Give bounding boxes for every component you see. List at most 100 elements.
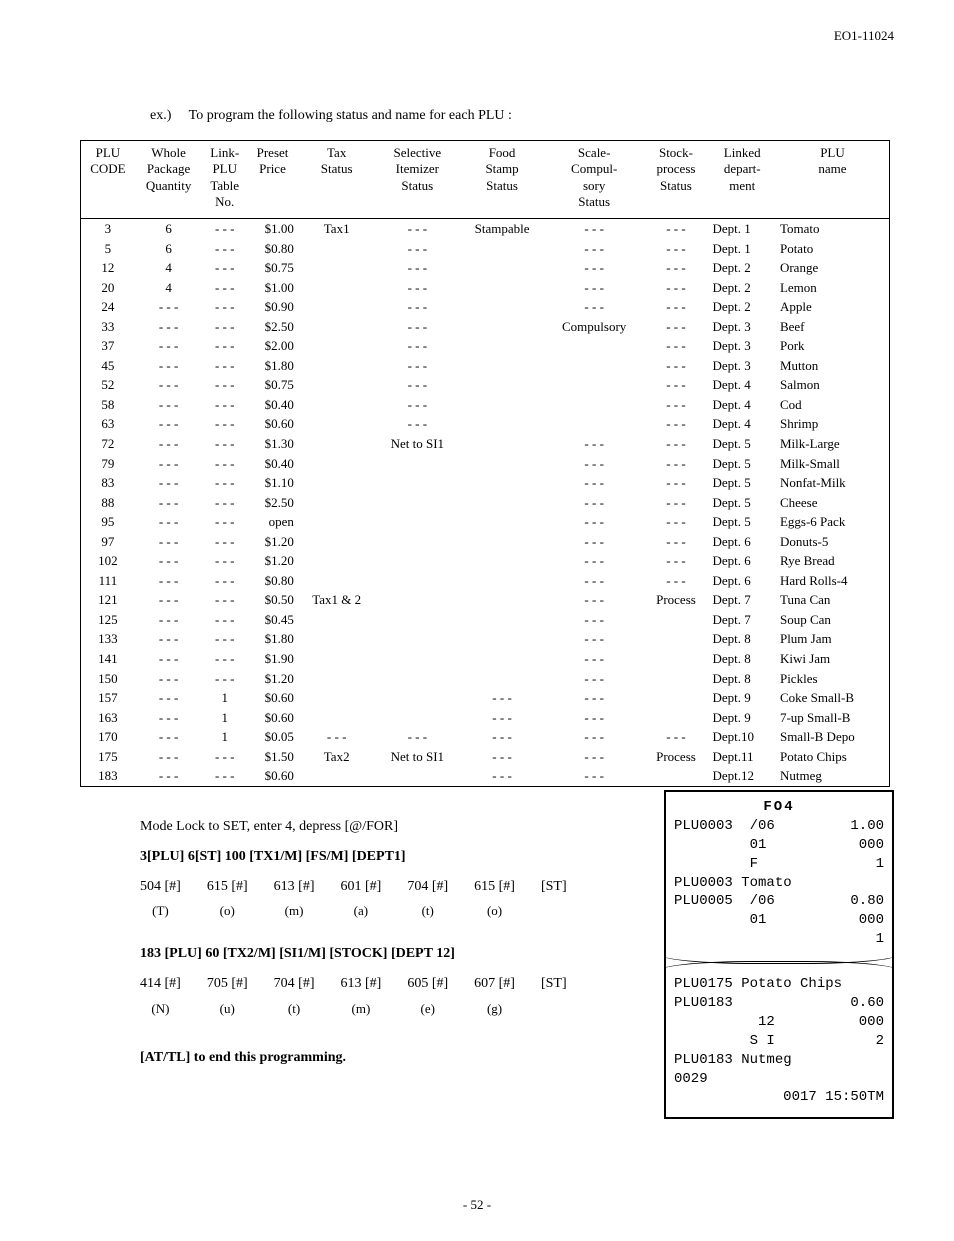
cell-link: - - - bbox=[202, 512, 247, 532]
cell-name: Milk-Small bbox=[776, 454, 890, 474]
cell-si: - - - bbox=[375, 297, 459, 317]
cell-dept: Dept. 2 bbox=[708, 297, 776, 317]
cell-tax bbox=[298, 512, 376, 532]
cell-stock bbox=[643, 688, 708, 708]
key-entry: 504 [#](T) bbox=[140, 875, 181, 923]
cell-price: $0.90 bbox=[247, 297, 298, 317]
cell-name: Mutton bbox=[776, 356, 890, 376]
cell-wpq: 4 bbox=[135, 278, 202, 298]
receipt-line: 0017 15:50TM bbox=[674, 1088, 884, 1107]
cell-stock: - - - bbox=[643, 356, 708, 376]
cell-dept: Dept. 2 bbox=[708, 258, 776, 278]
cell-si: Net to SI1 bbox=[375, 747, 459, 767]
cell-fs bbox=[459, 434, 545, 454]
instruction-line-4: [AT/TL] to end this programming. bbox=[140, 1046, 640, 1070]
cell-price: $0.60 bbox=[247, 708, 298, 728]
cell-stock: Process bbox=[643, 747, 708, 767]
cell-tax bbox=[298, 434, 376, 454]
table-row: 111- - -- - -$0.80- - -- - -Dept. 6Hard … bbox=[81, 571, 890, 591]
cell-link: 1 bbox=[202, 727, 247, 747]
cell-price: $0.75 bbox=[247, 258, 298, 278]
cell-link: - - - bbox=[202, 297, 247, 317]
cell-fs bbox=[459, 258, 545, 278]
cell-link: - - - bbox=[202, 336, 247, 356]
cell-tax bbox=[298, 414, 376, 434]
cell-si: - - - bbox=[375, 356, 459, 376]
cell-link: - - - bbox=[202, 629, 247, 649]
cell-link: - - - bbox=[202, 571, 247, 591]
instructions-block: Mode Lock to SET, enter 4, depress [@/FO… bbox=[140, 815, 640, 1076]
cell-stock: - - - bbox=[643, 512, 708, 532]
cell-name: Beef bbox=[776, 317, 890, 337]
column-header: WholePackageQuantity bbox=[135, 141, 202, 219]
cell-name: Orange bbox=[776, 258, 890, 278]
cell-link: - - - bbox=[202, 278, 247, 298]
cell-wpq: 4 bbox=[135, 258, 202, 278]
cell-wpq: - - - bbox=[135, 727, 202, 747]
cell-wpq: - - - bbox=[135, 336, 202, 356]
cell-code: 170 bbox=[81, 727, 135, 747]
cell-tax bbox=[298, 493, 376, 513]
cell-scale: - - - bbox=[545, 512, 644, 532]
cell-price: $0.60 bbox=[247, 414, 298, 434]
cell-name: Coke Small-B bbox=[776, 688, 890, 708]
cell-fs bbox=[459, 297, 545, 317]
cell-tax bbox=[298, 551, 376, 571]
cell-name: Eggs-6 Pack bbox=[776, 512, 890, 532]
cell-si bbox=[375, 669, 459, 689]
cell-link: - - - bbox=[202, 649, 247, 669]
cell-name: 7-up Small-B bbox=[776, 708, 890, 728]
cell-price: $2.50 bbox=[247, 317, 298, 337]
column-header: SelectiveItemizerStatus bbox=[375, 141, 459, 219]
cell-name: Lemon bbox=[776, 278, 890, 298]
cell-wpq: - - - bbox=[135, 375, 202, 395]
cell-tax bbox=[298, 297, 376, 317]
column-header: PLUCODE bbox=[81, 141, 135, 219]
cell-si bbox=[375, 766, 459, 786]
cell-price: $1.20 bbox=[247, 669, 298, 689]
cell-code: 58 bbox=[81, 395, 135, 415]
cell-price: $1.20 bbox=[247, 551, 298, 571]
cell-si bbox=[375, 454, 459, 474]
cell-wpq: - - - bbox=[135, 708, 202, 728]
key-entry: 705 [#](u) bbox=[207, 972, 248, 1020]
cell-dept: Dept. 5 bbox=[708, 454, 776, 474]
cell-tax bbox=[298, 239, 376, 259]
cell-dept: Dept.11 bbox=[708, 747, 776, 767]
cell-link: - - - bbox=[202, 375, 247, 395]
cell-price: $0.40 bbox=[247, 395, 298, 415]
cell-tax bbox=[298, 629, 376, 649]
cell-link: - - - bbox=[202, 258, 247, 278]
cell-wpq: - - - bbox=[135, 473, 202, 493]
cell-fs bbox=[459, 375, 545, 395]
cell-scale: - - - bbox=[545, 551, 644, 571]
receipt-line: 01000 bbox=[674, 836, 884, 855]
cell-scale: - - - bbox=[545, 258, 644, 278]
table-row: 33- - -- - -$2.50- - -Compulsory- - -Dep… bbox=[81, 317, 890, 337]
cell-link: 1 bbox=[202, 688, 247, 708]
cell-scale: - - - bbox=[545, 532, 644, 552]
cell-wpq: - - - bbox=[135, 454, 202, 474]
cell-tax bbox=[298, 375, 376, 395]
receipt-slip: FO4 PLU0003 /061.00 01000 F1PLU0003 Toma… bbox=[664, 790, 894, 1119]
table-row: 121- - -- - -$0.50Tax1 & 2- - -ProcessDe… bbox=[81, 590, 890, 610]
cell-stock: - - - bbox=[643, 297, 708, 317]
cell-stock bbox=[643, 629, 708, 649]
cell-name: Tuna Can bbox=[776, 590, 890, 610]
cell-link: - - - bbox=[202, 610, 247, 630]
cell-name: Plum Jam bbox=[776, 629, 890, 649]
key-entry: 607 [#](g) bbox=[474, 972, 515, 1020]
cell-code: 102 bbox=[81, 551, 135, 571]
cell-tax: - - - bbox=[298, 727, 376, 747]
cell-fs bbox=[459, 669, 545, 689]
cell-code: 97 bbox=[81, 532, 135, 552]
cell-name: Hard Rolls-4 bbox=[776, 571, 890, 591]
cell-tax bbox=[298, 395, 376, 415]
cell-si bbox=[375, 708, 459, 728]
cell-stock: - - - bbox=[643, 317, 708, 337]
cell-stock: - - - bbox=[643, 278, 708, 298]
cell-wpq: - - - bbox=[135, 649, 202, 669]
cell-stock bbox=[643, 766, 708, 786]
cell-price: open bbox=[247, 512, 298, 532]
cell-fs bbox=[459, 278, 545, 298]
